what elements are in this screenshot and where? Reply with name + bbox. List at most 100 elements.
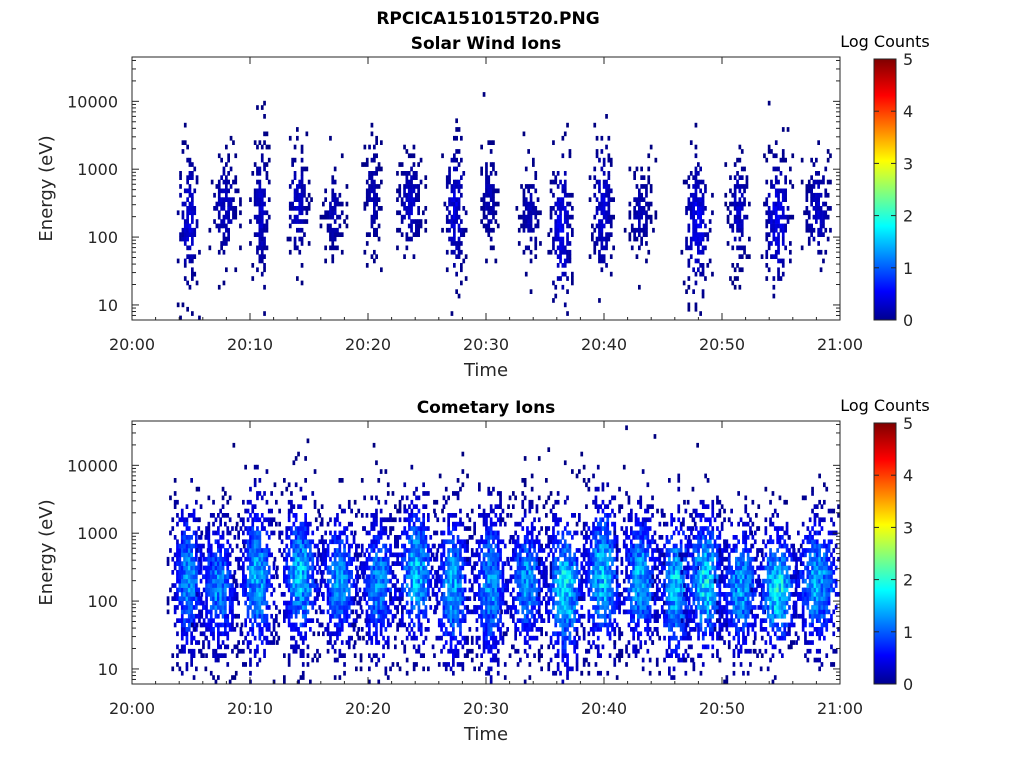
heatmap-cell-8 [473,578,476,584]
heatmap-cell-2 [275,570,278,575]
heatmap-cell-9 [519,583,522,588]
heatmap-cell-5 [358,596,362,601]
heatmap-cell-6 [403,622,407,628]
heatmap-cell-3 [285,530,289,536]
heatmap-cell-9 [504,600,508,606]
heatmap-cell-7 [453,201,456,207]
heatmap-cell-12 [633,175,636,180]
heatmap-cell-6 [400,171,404,176]
heatmap-cell-0 [185,592,189,597]
heatmap-cell-5 [377,596,381,601]
heatmap-cell-0 [195,543,198,549]
heatmap-cell-1 [224,622,227,628]
heatmap-cell-16 [810,232,813,237]
heatmap-cell-16 [805,219,809,224]
heatmap-cell-5 [375,578,378,584]
heatmap-cell-9 [522,227,526,233]
heatmap-cell-7 [452,561,455,566]
heatmap-cell-7 [456,648,460,654]
heatmap-cell-2 [265,227,269,233]
heatmap-cell-3 [304,530,307,536]
heatmap-cell-9 [524,214,528,220]
heatmap-cell-10 [559,179,562,185]
heatmap-cell-2 [260,609,264,615]
heatmap-cell-6 [400,219,404,224]
heatmap-cell-2 [256,644,259,650]
heatmap-cell-7 [453,184,456,189]
heatmap-cell-5 [368,188,371,194]
heatmap-cell-13 [697,171,700,176]
heatmap-cell-2 [265,245,269,251]
heatmap-cell-15 [781,263,785,268]
heatmap-cell-10 [561,135,565,141]
heatmap-cell-2 [256,517,259,523]
heatmap-cell-1 [227,153,230,159]
heatmap-cell-9 [516,556,520,562]
heatmap-cell-15 [777,245,780,251]
heatmap-cell-10 [563,192,567,198]
heatmap-cell-2 [253,232,257,237]
heatmap-cell-4 [324,258,327,264]
heatmap-cell-11 [600,227,604,233]
heatmap-cell-0 [185,600,189,606]
heatmap-cell-6 [415,219,418,224]
heatmap-cell-12 [645,227,648,233]
heatmap-cell-3 [305,206,309,211]
heatmap-cell-11 [607,219,611,224]
heatmap-cell-9 [515,206,519,211]
heatmap-cell-1 [221,530,225,536]
heatmap-cell-2 [244,618,247,623]
heatmap-cell-6 [427,491,430,496]
heatmap-cell-2 [251,561,255,566]
heatmap-cell-8 [501,596,505,601]
heatmap-cell-1 [231,605,234,610]
heatmap-cell-11 [609,271,613,277]
heatmap-cell-8 [489,184,493,189]
heatmap-cell-4 [338,627,342,632]
heatmap-cell-1 [207,618,211,623]
heatmap-cell-6 [415,175,418,180]
heatmap-cell-5 [372,548,376,553]
heatmap-cell-1 [217,197,221,202]
heatmap-cell-0 [178,552,182,558]
heatmap-cell-2 [272,574,276,580]
heatmap-cell-6 [415,574,418,580]
heatmap-cell-8 [478,592,481,597]
heatmap-cell-0 [187,565,191,571]
heatmap-cell-15 [781,223,785,229]
heatmap-cell-6 [410,513,414,518]
heatmap-cell-7 [468,578,472,584]
heatmap-cell-9 [521,596,525,601]
heatmap-cell-0 [180,508,184,514]
heatmap-cell-2 [265,578,269,584]
y-tick-label: 10000 [67,92,118,111]
heatmap-cell-0 [197,587,201,593]
heatmap-cell-2 [265,171,269,176]
heatmap-cell-4 [331,613,335,619]
heatmap-cell-12 [640,214,643,220]
heatmap-cell-0 [179,232,182,237]
heatmap-cell-2 [244,622,247,628]
heatmap-cell-4 [359,666,363,672]
heatmap-cell-5 [365,192,369,198]
heatmap-cell-1 [232,210,235,216]
heatmap-cell-8 [487,648,491,654]
heatmap-cell-7 [457,162,461,167]
heatmap-cell-1 [226,561,230,566]
heatmap-cell-3 [292,635,296,641]
heatmap-cell-0 [188,171,192,176]
heatmap-cell-4 [352,535,356,540]
heatmap-cell-7 [454,574,458,580]
heatmap-cell-2 [253,464,257,470]
heatmap-cell-12 [638,188,641,194]
heatmap-cell-5 [384,469,388,474]
heatmap-cell-2 [258,543,262,549]
heatmap-cell-7 [459,631,462,637]
heatmap-cell-11 [605,179,608,185]
heatmap-cell-6 [412,491,416,496]
heatmap-cell-0 [185,609,189,615]
heatmap-cell-2 [263,192,266,198]
heatmap-cell-5 [379,578,383,584]
heatmap-cell-7 [470,640,474,645]
heatmap-cell-8 [494,556,498,562]
